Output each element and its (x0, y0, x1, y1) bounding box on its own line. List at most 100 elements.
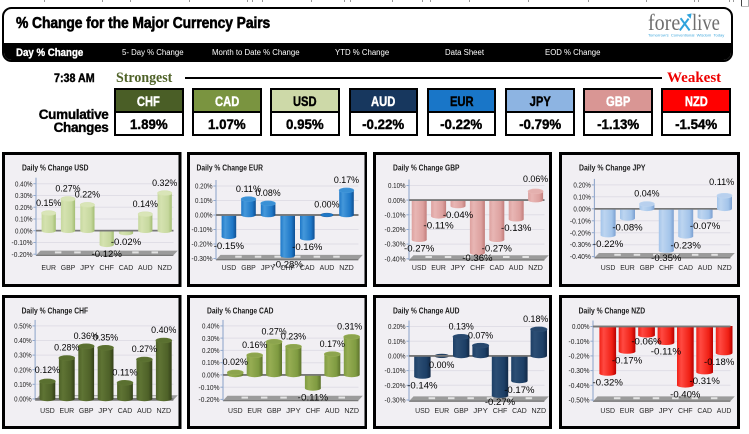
svg-text:0.10%: 0.10% (388, 183, 406, 190)
svg-text:USD: USD (415, 406, 430, 415)
svg-text:0.08%: 0.08% (255, 188, 280, 198)
svg-text:-0.40%: -0.40% (385, 256, 406, 263)
svg-text:CHF: CHF (678, 406, 693, 415)
svg-text:0.32%: 0.32% (152, 178, 177, 188)
svg-text:0.20%: 0.20% (15, 205, 33, 212)
svg-text:CHF: CHF (470, 263, 485, 272)
svg-text:-0.30%: -0.30% (191, 256, 212, 263)
svg-text:0.27%: 0.27% (55, 184, 80, 194)
svg-text:-0.30%: -0.30% (385, 242, 406, 249)
svg-text:0.14%: 0.14% (133, 199, 158, 209)
svg-text:-0.17%: -0.17% (612, 356, 642, 366)
svg-text:0.10%: 0.10% (388, 339, 406, 346)
svg-text:-0.04%: -0.04% (443, 210, 473, 220)
svg-text:-0.31%: -0.31% (690, 376, 720, 386)
svg-text:GBP: GBP (241, 263, 256, 272)
svg-text:0.40%: 0.40% (15, 181, 33, 188)
svg-text:JPY: JPY (659, 406, 674, 415)
svg-text:0.15%: 0.15% (36, 198, 61, 208)
svg-text:-0.20%: -0.20% (198, 397, 219, 404)
svg-text:CAD: CAD (490, 263, 505, 272)
svg-text:-0.36%: -0.36% (462, 253, 492, 263)
svg-text:CAD: CAD (678, 263, 693, 272)
svg-text:Daily % Change JPY: Daily % Change JPY (579, 163, 646, 173)
svg-text:Daily % Change EUR: Daily % Change EUR (196, 163, 263, 173)
svg-text:-0.30%: -0.30% (385, 398, 406, 405)
svg-text:CAD: CAD (697, 406, 712, 415)
svg-text:Daily % Change AUD: Daily % Change AUD (393, 306, 460, 316)
svg-text:NZD: NZD (717, 263, 732, 272)
svg-text:-0.11%: -0.11% (423, 220, 453, 230)
svg-text:-0.15%: -0.15% (213, 241, 243, 251)
svg-text:-0.28%: -0.28% (272, 260, 302, 270)
svg-text:0.10%: 0.10% (15, 217, 33, 224)
svg-text:-0.32%: -0.32% (593, 378, 623, 388)
svg-text:0.07%: 0.07% (468, 330, 493, 340)
svg-text:NZD: NZD (157, 406, 172, 415)
svg-text:0.23%: 0.23% (280, 331, 305, 341)
svg-text:-0.27%: -0.27% (485, 397, 515, 407)
svg-text:CAD: CAD (119, 263, 134, 272)
svg-text:0.20%: 0.20% (14, 367, 32, 374)
svg-text:-0.27%: -0.27% (482, 244, 512, 254)
svg-text:JPY: JPY (451, 263, 466, 272)
svg-text:0.12%: 0.12% (35, 365, 60, 375)
svg-text:0.00%: 0.00% (573, 206, 591, 213)
svg-text:-0.30%: -0.30% (569, 368, 590, 375)
svg-text:-0.11%: -0.11% (297, 392, 327, 402)
svg-text:0.11%: 0.11% (235, 184, 260, 194)
svg-text:Daily % Change NZD: Daily % Change NZD (579, 306, 646, 316)
svg-text:USD: USD (221, 263, 236, 272)
svg-text:EUR: EUR (431, 263, 446, 272)
svg-text:-0.10%: -0.10% (191, 227, 212, 234)
svg-text:-0.20%: -0.20% (12, 252, 33, 259)
svg-text:-0.10%: -0.10% (385, 212, 406, 219)
svg-text:NZD: NZD (344, 406, 359, 415)
svg-text:Daily % Change USD: Daily % Change USD (22, 163, 89, 173)
svg-text:EUR: EUR (60, 406, 75, 415)
svg-text:-0.12%: -0.12% (92, 249, 122, 259)
svg-text:CHF: CHF (493, 406, 508, 415)
svg-text:-0.06%: -0.06% (631, 337, 661, 347)
svg-text:NZD: NZD (532, 406, 547, 415)
svg-text:0.40%: 0.40% (202, 324, 220, 331)
svg-text:-0.40%: -0.40% (670, 389, 700, 399)
svg-text:-0.16%: -0.16% (292, 242, 322, 252)
svg-text:JPY: JPY (98, 406, 113, 415)
svg-text:AUD: AUD (717, 406, 732, 415)
svg-text:0.27%: 0.27% (132, 344, 157, 354)
svg-text:Daily % Change CHF: Daily % Change CHF (22, 306, 89, 316)
svg-text:-0.40%: -0.40% (570, 254, 591, 261)
svg-text:GBP: GBP (79, 406, 94, 415)
svg-text:-0.10%: -0.10% (569, 339, 590, 346)
svg-text:0.06%: 0.06% (523, 174, 548, 184)
svg-text:0.28%: 0.28% (54, 343, 79, 353)
svg-text:JPY: JPY (260, 263, 275, 272)
svg-text:Daily % Change CAD: Daily % Change CAD (207, 306, 274, 316)
svg-text:-0.14%: -0.14% (407, 381, 437, 391)
svg-text:0.17%: 0.17% (319, 339, 344, 349)
svg-text:0.20%: 0.20% (202, 348, 220, 355)
svg-text:0.10%: 0.10% (195, 198, 213, 205)
svg-text:0.20%: 0.20% (388, 324, 406, 331)
svg-text:0.10%: 0.10% (573, 194, 591, 201)
svg-text:-0.10%: -0.10% (198, 385, 219, 392)
svg-text:0.18%: 0.18% (523, 314, 548, 324)
svg-text:0.22%: 0.22% (75, 190, 100, 200)
svg-text:AUD: AUD (698, 263, 713, 272)
svg-text:AUD: AUD (137, 406, 152, 415)
svg-text:JPY: JPY (80, 263, 95, 272)
svg-text:AUD: AUD (325, 406, 340, 415)
svg-text:0.30%: 0.30% (202, 336, 220, 343)
svg-text:NZD: NZD (528, 263, 543, 272)
svg-text:EUR: EUR (41, 263, 56, 272)
svg-text:0.00%: 0.00% (388, 198, 406, 205)
svg-text:CHF: CHF (659, 263, 674, 272)
svg-text:0.02%: 0.02% (222, 357, 247, 367)
svg-text:0.36%: 0.36% (74, 331, 99, 341)
svg-text:GBP: GBP (454, 406, 469, 415)
svg-text:-0.23%: -0.23% (671, 240, 701, 250)
svg-text:-0.02%: -0.02% (111, 237, 141, 247)
svg-text:USD: USD (601, 263, 616, 272)
svg-text:0.27%: 0.27% (261, 327, 286, 337)
